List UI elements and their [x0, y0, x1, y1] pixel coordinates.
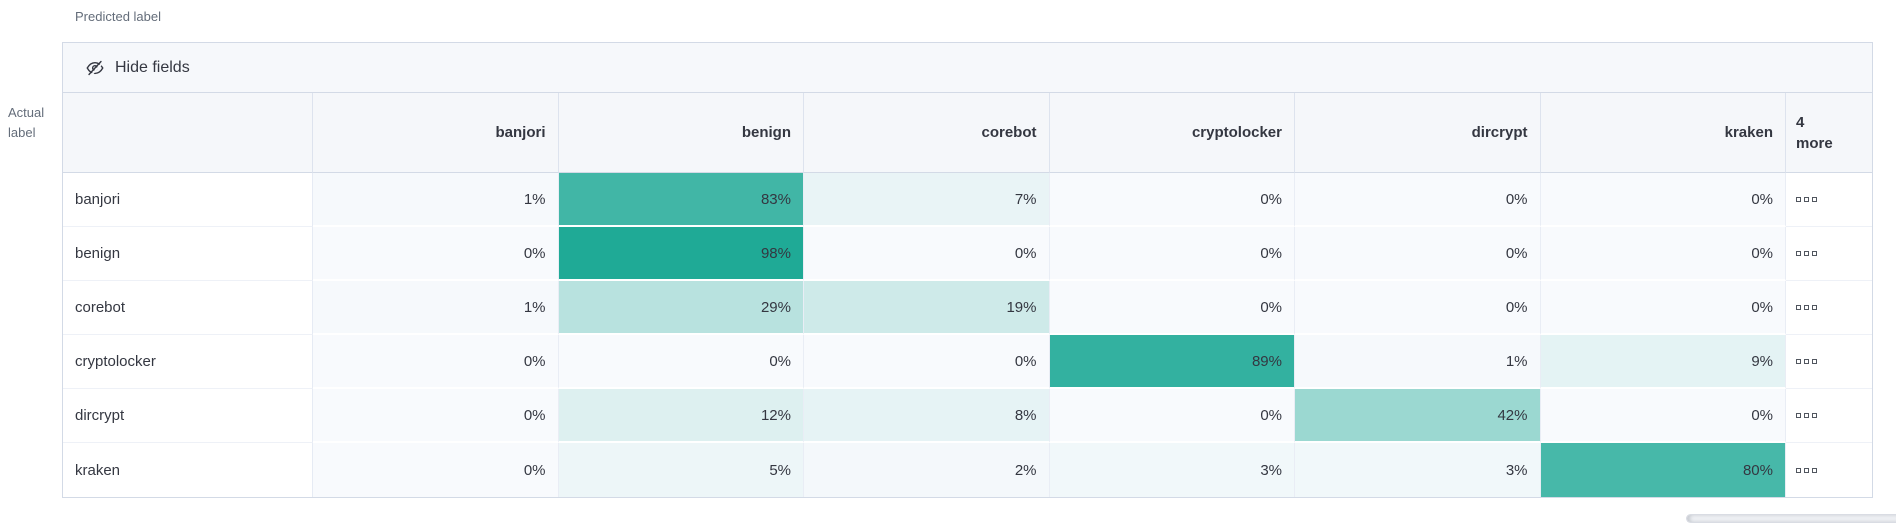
heat-cell[interactable]: 42% — [1295, 389, 1541, 443]
column-header-corebot[interactable]: corebot — [804, 93, 1050, 173]
heat-cell[interactable]: 3% — [1049, 443, 1295, 497]
heat-cell[interactable]: 8% — [804, 389, 1050, 443]
actual-label-line1: Actual — [8, 105, 45, 120]
heat-cell[interactable]: 1% — [313, 173, 559, 227]
heat-cell[interactable]: 0% — [1049, 281, 1295, 335]
heat-cell[interactable]: 0% — [1540, 227, 1786, 281]
predicted-label-axis-title: Predicted label — [75, 9, 161, 24]
boxes-horizontal-icon — [1796, 467, 1817, 473]
table-row-corebot: corebot 1% 29% 19% 0% 0% 0% — [63, 281, 1872, 335]
heat-cell[interactable]: 0% — [804, 335, 1050, 389]
heat-cell[interactable]: 0% — [1295, 281, 1541, 335]
heat-cell[interactable]: 0% — [1295, 227, 1541, 281]
boxes-horizontal-icon — [1796, 413, 1817, 418]
heat-cell[interactable]: 83% — [558, 173, 804, 227]
table-row-benign: benign 0% 98% 0% 0% 0% 0% — [63, 227, 1872, 281]
header-row: banjori benign corebot cryptolocker dircrypt… — [63, 93, 1872, 173]
boxes-horizontal-icon — [1796, 305, 1817, 310]
eye-closed-icon — [85, 58, 105, 78]
heat-cell[interactable]: 0% — [1540, 389, 1786, 443]
heat-cell[interactable]: 5% — [558, 443, 804, 497]
heat-cell[interactable]: 98% — [558, 227, 804, 281]
heat-cell[interactable]: 0% — [1540, 281, 1786, 335]
heat-cell[interactable]: 0% — [804, 227, 1050, 281]
row-label: benign — [63, 227, 313, 281]
heat-cell[interactable]: 3% — [1295, 443, 1541, 497]
horizontal-scrollbar[interactable] — [1686, 514, 1896, 523]
heat-cell[interactable]: 0% — [313, 227, 559, 281]
heat-cell[interactable]: 0% — [313, 335, 559, 389]
more-columns-word: more — [1796, 134, 1833, 152]
heat-cell[interactable]: 2% — [804, 443, 1050, 497]
actual-label-axis-title: Actual label — [8, 103, 68, 143]
confusion-matrix-grid: banjori benign corebot cryptolocker dircrypt… — [63, 93, 1872, 497]
corner-cell — [63, 93, 313, 173]
heat-cell[interactable]: 0% — [1049, 227, 1295, 281]
heat-cell[interactable]: 12% — [558, 389, 804, 443]
heat-cell[interactable]: 80% — [1540, 443, 1786, 497]
heat-cell[interactable]: 89% — [1049, 335, 1295, 389]
heat-cell[interactable]: 19% — [804, 281, 1050, 335]
more-values-cell[interactable] — [1786, 443, 1872, 497]
row-label: cryptolocker — [63, 335, 313, 389]
table-row-dircrypt: dircrypt 0% 12% 8% 0% 42% 0% — [63, 389, 1872, 443]
column-header-banjori[interactable]: banjori — [313, 93, 559, 173]
heat-cell[interactable]: 1% — [1295, 335, 1541, 389]
heat-cell[interactable]: 0% — [558, 335, 804, 389]
row-label: corebot — [63, 281, 313, 335]
more-values-cell[interactable] — [1786, 173, 1872, 227]
hide-fields-label: Hide fields — [115, 58, 190, 76]
column-header-benign[interactable]: benign — [558, 93, 804, 173]
more-columns-header[interactable]: 4 more — [1786, 93, 1872, 173]
heat-cell[interactable]: 7% — [804, 173, 1050, 227]
table-row-kraken: kraken 0% 5% 2% 3% 3% 80% — [63, 443, 1872, 497]
column-header-cryptolocker[interactable]: cryptolocker — [1049, 93, 1295, 173]
heat-cell[interactable]: 0% — [313, 389, 559, 443]
heat-cell[interactable]: 0% — [313, 443, 559, 497]
more-values-cell[interactable] — [1786, 281, 1872, 335]
actual-label-line2: label — [8, 125, 36, 140]
more-values-cell[interactable] — [1786, 335, 1872, 389]
row-label: banjori — [63, 173, 313, 227]
more-columns-count: 4 — [1796, 113, 1805, 131]
boxes-horizontal-icon — [1796, 197, 1817, 202]
heat-cell[interactable]: 0% — [1049, 173, 1295, 227]
heat-cell[interactable]: 0% — [1295, 173, 1541, 227]
more-values-cell[interactable] — [1786, 227, 1872, 281]
row-label: dircrypt — [63, 389, 313, 443]
more-values-cell[interactable] — [1786, 389, 1872, 443]
column-header-dircrypt[interactable]: dircrypt — [1295, 93, 1541, 173]
hide-fields-button[interactable]: Hide fields — [63, 43, 1872, 93]
heat-cell[interactable]: 1% — [313, 281, 559, 335]
column-header-kraken[interactable]: kraken — [1540, 93, 1786, 173]
heat-cell[interactable]: 0% — [1049, 389, 1295, 443]
heat-cell[interactable]: 29% — [558, 281, 804, 335]
row-label: kraken — [63, 443, 313, 497]
boxes-horizontal-icon — [1796, 359, 1817, 364]
table-row-cryptolocker: cryptolocker 0% 0% 0% 89% 1% 9% — [63, 335, 1872, 389]
boxes-horizontal-icon — [1796, 251, 1817, 256]
heat-cell[interactable]: 0% — [1540, 173, 1786, 227]
confusion-matrix-panel: Hide fields banjori benign corebot cryptolo… — [62, 42, 1873, 498]
heat-cell[interactable]: 9% — [1540, 335, 1786, 389]
table-row-banjori: banjori 1% 83% 7% 0% 0% 0% — [63, 173, 1872, 227]
